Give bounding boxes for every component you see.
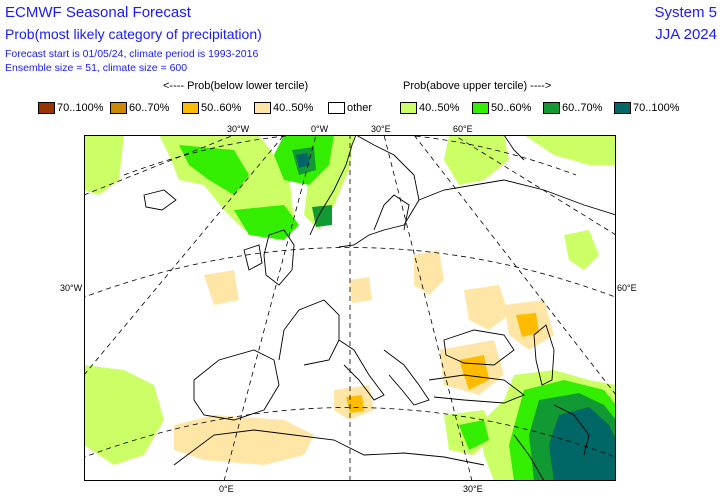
lon-label-30e-top: 30°E [371,124,391,134]
legend-label: 50..60% [201,102,242,114]
legend-swatch [38,102,55,114]
coastline-italy [338,339,385,401]
coastline-france [278,299,340,366]
region-above-40-50 [444,135,509,185]
coastline-turkey [428,374,525,404]
legend-swatch [472,102,489,114]
legend-below-title: <---- Prob(below lower tercile) [163,80,309,92]
legend-item-above-70-100: 70..100% [614,100,679,116]
legend-item-other: other [328,100,372,116]
legend-item-below-50-60: 50..60% [182,100,241,116]
coastline-north-africa [173,429,485,466]
region-below-40-50 [349,277,372,303]
coastline-iceland [143,189,177,211]
legend-swatch [182,102,199,114]
region-above-40-50 [84,365,164,465]
legend-item-below-70-100: 70..100% [38,100,103,116]
lon-label-0-bottom: 0°E [219,484,234,494]
season-label: JJA 2024 [655,26,717,43]
region-below-40-50 [464,285,509,330]
legend-label: 70..100% [57,102,104,114]
region-above-70-100 [296,153,310,168]
coastline-baltic [373,194,410,231]
region-above-50-60 [234,205,299,240]
region-above-40-50 [524,135,616,165]
lon-label-30w-left: 30°W [60,283,83,293]
region-above-40-50 [84,135,124,195]
coastline-norway [309,135,357,236]
below-tercile-regions [174,250,554,465]
legend-above-title: Prob(above upper tercile) ----> [403,80,552,92]
legend-swatch [400,102,417,114]
region-below-50-60 [516,313,539,337]
system-label: System 5 [654,4,717,21]
coastline-arctic [418,179,616,216]
legend-swatch [328,102,345,114]
forecast-start-info: Forecast start is 01/05/24, climate peri… [5,48,259,60]
region-above-70-100 [549,407,616,481]
coastline-british-isles [263,229,295,286]
legend-label: other [347,102,373,114]
europe-precipitation-map [84,135,616,481]
legend-swatch [543,102,560,114]
legend-swatch [110,102,127,114]
lon-label-0-top: 0°W [311,124,329,134]
meridian-line [413,135,616,396]
coastline-novaya-zemlya [503,135,525,161]
parallel-line [123,135,577,176]
legend-item-above-50-60: 50..60% [472,100,531,116]
coastline-caspian [533,324,555,386]
coastline-persian-gulf [553,404,590,456]
region-below-40-50 [204,270,239,305]
legend-item-below-40-50: 40..50% [254,100,313,116]
legend-item-above-40-50: 40..50% [400,100,459,116]
legend-label: 50..60% [491,102,532,114]
coastline-ireland [243,244,263,271]
lon-label-30w-top: 30°W [227,124,250,134]
parallel-line [84,247,616,298]
coastline-scandinavia [338,135,420,248]
legend-label: 70..100% [633,102,680,114]
region-below-50-60 [346,395,364,413]
coastline-red-sea [513,434,545,481]
lon-label-60e-top: 60°E [453,124,473,134]
legend-item-below-60-70: 60..70% [110,100,169,116]
legend-item-above-60-70: 60..70% [543,100,602,116]
region-below-40-50 [174,415,314,465]
lon-label-30e-bottom: 30°E [463,484,483,494]
meridian-line [453,135,616,236]
legend-label: 60..70% [562,102,603,114]
legend-label: 40..50% [273,102,314,114]
chart-subtitle: Prob(most likely category of precipitati… [5,26,262,42]
region-below-40-50 [414,250,444,295]
legend-label: 40..50% [419,102,460,114]
coastline-black-sea [443,329,515,366]
region-above-50-60 [459,420,489,450]
meridian-line [84,135,285,376]
legend-swatch [614,102,631,114]
region-above-50-60 [179,145,249,195]
chart-title: ECMWF Seasonal Forecast [5,4,191,21]
parallel-line [84,407,616,458]
coastlines [143,135,616,481]
coastline-balkans [383,349,430,406]
lon-label-60e-right: 60°E [617,283,637,293]
legend-label: 60..70% [129,102,170,114]
region-above-40-50 [564,230,599,270]
legend-swatch [254,102,271,114]
ensemble-size-info: Ensemble size = 51, climate size = 600 [5,62,188,74]
meridian-line [383,135,473,481]
graticule [84,135,616,481]
map-frame [84,135,616,481]
above-tercile-regions [84,135,616,481]
region-above-60-70 [312,205,332,227]
meridian-line [223,135,317,481]
coastline-iberia [193,349,280,421]
